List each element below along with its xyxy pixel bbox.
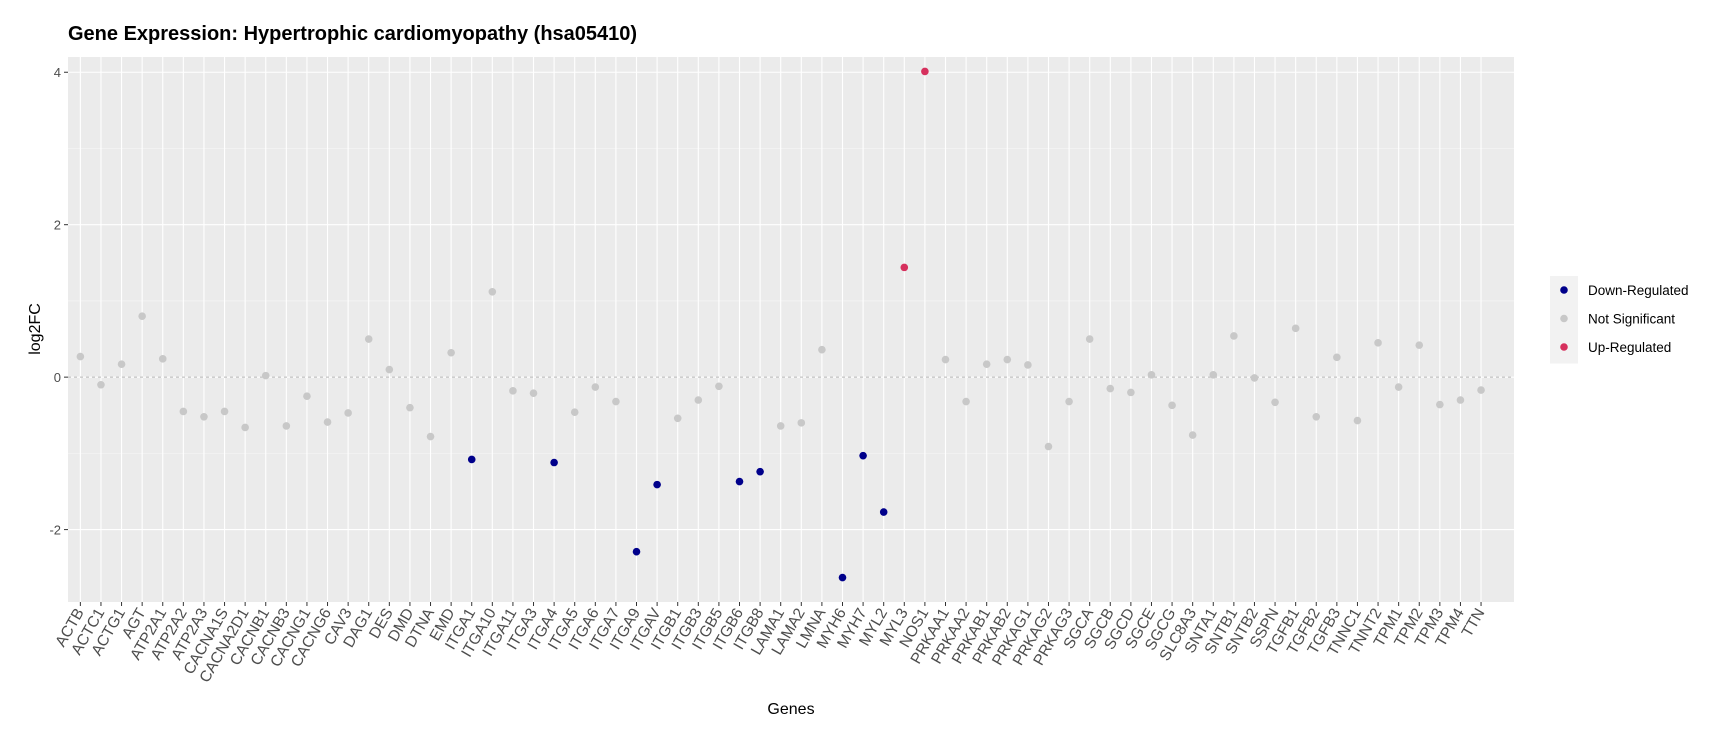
legend: Down-Regulated Not Significant Up-Regulate… — [1550, 276, 1689, 364]
data-point — [364, 335, 373, 343]
data-point — [1436, 400, 1444, 409]
y-axis-title: log2FC — [27, 303, 44, 355]
data-point — [97, 380, 105, 389]
data-point — [879, 508, 888, 516]
data-point — [200, 412, 208, 421]
data-point — [1168, 401, 1176, 410]
data-point — [735, 477, 744, 486]
y-tick-label: 0 — [54, 370, 61, 385]
data-point — [1209, 371, 1218, 379]
data-point — [1353, 416, 1362, 425]
data-point — [1394, 383, 1403, 391]
data-point — [303, 392, 311, 400]
data-point — [776, 422, 785, 430]
data-point — [447, 348, 455, 357]
data-point — [1271, 398, 1279, 407]
data-point — [591, 383, 600, 391]
data-point — [282, 422, 291, 430]
data-point — [632, 547, 641, 556]
data-point — [426, 432, 435, 441]
data-points — [76, 67, 1485, 582]
legend-label: Up-Regulated — [1588, 340, 1671, 355]
data-point — [1127, 388, 1135, 397]
data-point — [1250, 374, 1259, 382]
gridlines — [68, 57, 1514, 602]
data-point — [509, 387, 517, 395]
legend-marker — [1560, 343, 1568, 351]
data-point — [694, 396, 703, 404]
data-point — [653, 480, 661, 489]
data-point — [612, 397, 620, 406]
data-point — [179, 407, 188, 416]
data-point — [1003, 355, 1012, 364]
data-point — [1106, 384, 1115, 393]
data-point — [1147, 371, 1156, 379]
data-point — [818, 345, 826, 354]
y-tick-label: 2 — [54, 218, 61, 233]
plot-panel — [68, 57, 1514, 602]
data-point — [962, 397, 970, 406]
data-point — [529, 389, 538, 397]
data-point — [1044, 442, 1053, 451]
data-point — [323, 418, 332, 426]
data-point — [859, 451, 867, 460]
data-point — [1230, 332, 1238, 340]
data-point — [1024, 361, 1032, 369]
data-point — [261, 371, 270, 380]
data-point — [1291, 324, 1300, 333]
data-point — [117, 360, 126, 368]
data-point — [1333, 353, 1341, 362]
legend-label: Not Significant — [1588, 312, 1675, 327]
data-point — [900, 263, 909, 272]
data-point — [241, 423, 249, 432]
data-point — [158, 355, 167, 363]
data-point — [570, 408, 579, 417]
data-point — [1065, 397, 1073, 406]
y-axis: 4 2 0 -2 — [49, 65, 68, 538]
legend-marker — [1560, 286, 1568, 294]
data-point — [673, 414, 682, 423]
data-point — [921, 67, 929, 76]
data-point — [406, 403, 414, 412]
data-point — [1374, 339, 1382, 347]
data-point — [138, 312, 146, 320]
data-point — [1188, 431, 1197, 439]
data-point — [467, 455, 476, 464]
chart-title: Gene Expression: Hypertrophic cardiomyop… — [68, 23, 637, 45]
legend-label: Down-Regulated — [1588, 283, 1689, 298]
x-axis: ACTBACTC1ACTG1AGTATP2A1ATP2A2ATP2A3CACNA… — [52, 602, 1489, 686]
x-axis-title: Genes — [767, 701, 814, 718]
data-point — [982, 360, 991, 368]
data-point — [838, 573, 847, 582]
data-point — [1456, 396, 1465, 404]
data-point — [385, 365, 394, 374]
x-tick-label: TTN — [1459, 606, 1489, 641]
data-point — [941, 355, 950, 364]
data-point — [797, 419, 806, 427]
data-point — [220, 407, 229, 416]
y-tick-label: 4 — [54, 65, 61, 80]
data-point — [344, 409, 352, 417]
data-point — [1477, 386, 1485, 394]
data-point — [715, 382, 723, 391]
y-tick-label: -2 — [49, 523, 61, 538]
data-point — [756, 467, 764, 476]
data-point — [1312, 412, 1321, 421]
data-point — [488, 287, 497, 296]
data-point — [76, 352, 85, 361]
data-point — [1415, 341, 1424, 349]
data-point — [1085, 335, 1094, 343]
legend-marker — [1560, 314, 1568, 323]
data-point — [550, 458, 558, 467]
